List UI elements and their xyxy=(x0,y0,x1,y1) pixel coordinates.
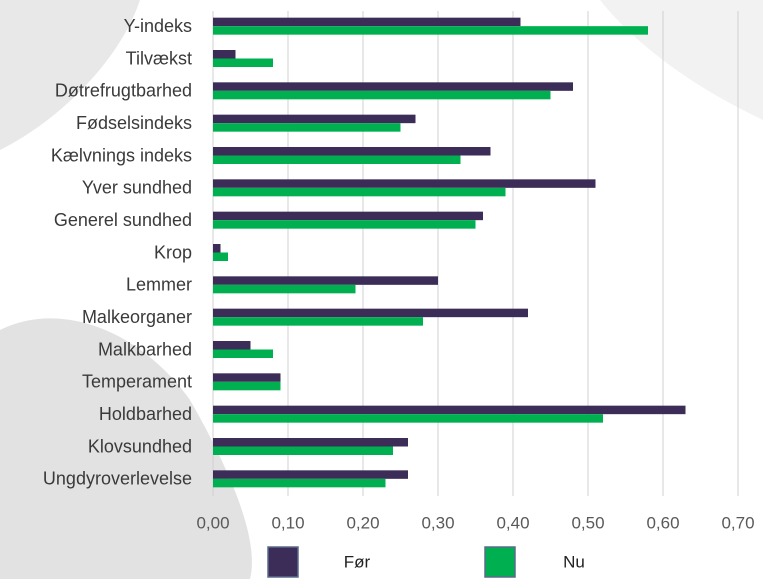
bar xyxy=(213,26,648,35)
bar xyxy=(213,58,273,67)
bar xyxy=(213,470,408,479)
legend-label: Nu xyxy=(563,552,585,571)
bar xyxy=(213,446,393,455)
bar xyxy=(213,381,281,391)
legend-label: Før xyxy=(344,552,371,571)
bar xyxy=(213,284,356,294)
bar xyxy=(213,147,491,156)
y-tick-label: Krop xyxy=(154,242,192,262)
bar xyxy=(213,438,408,447)
y-tick-label: Klovsundhed xyxy=(88,436,192,456)
y-tick-label: Holdbarhed xyxy=(99,404,192,424)
legend-swatch xyxy=(267,546,299,578)
bar xyxy=(213,414,603,423)
bar xyxy=(213,252,228,261)
y-tick-label: Y-indeks xyxy=(124,16,192,36)
x-tick-label: 0,00 xyxy=(196,513,229,532)
bar xyxy=(213,187,506,197)
y-tick-label: Lemmer xyxy=(126,275,192,295)
y-tick-label: Fødselsindeks xyxy=(76,113,192,133)
bar xyxy=(213,114,416,124)
bar xyxy=(213,478,386,488)
x-tick-label: 0,50 xyxy=(571,513,604,532)
bar xyxy=(213,373,281,382)
y-tick-label: Generel sundhed xyxy=(54,210,192,230)
bar xyxy=(213,349,273,358)
bar xyxy=(213,211,483,221)
x-tick-label: 0,10 xyxy=(271,513,304,532)
bar xyxy=(213,123,401,132)
y-tick-label: Tilvækst xyxy=(126,48,192,68)
bar xyxy=(213,17,521,27)
y-tick-label: Døtrefrugtbarhed xyxy=(55,81,192,101)
bar xyxy=(213,308,528,318)
y-tick-label: Kælvnings indeks xyxy=(51,145,192,165)
bar xyxy=(213,179,596,188)
y-tick-label: Temperament xyxy=(82,372,192,392)
x-tick-label: 0,20 xyxy=(346,513,379,532)
legend-swatch xyxy=(484,546,516,578)
x-tick-label: 0,30 xyxy=(421,513,454,532)
x-tick-label: 0,60 xyxy=(646,513,679,532)
y-tick-label: Malkbarhed xyxy=(98,339,192,359)
bar xyxy=(213,405,686,415)
y-tick-label: Yver sundhed xyxy=(82,178,192,198)
bar xyxy=(213,276,438,285)
x-tick-label: 0,40 xyxy=(496,513,529,532)
bar xyxy=(213,82,573,91)
bar xyxy=(213,155,461,164)
bar xyxy=(213,244,221,253)
bar xyxy=(213,90,551,100)
bar xyxy=(213,50,236,59)
x-tick-label: 0,70 xyxy=(721,513,754,532)
bar xyxy=(213,220,476,229)
y-tick-label: Malkeorganer xyxy=(82,307,192,327)
bar xyxy=(213,341,251,350)
y-tick-label: Ungdyroverlevelse xyxy=(43,469,192,489)
bar xyxy=(213,317,423,326)
